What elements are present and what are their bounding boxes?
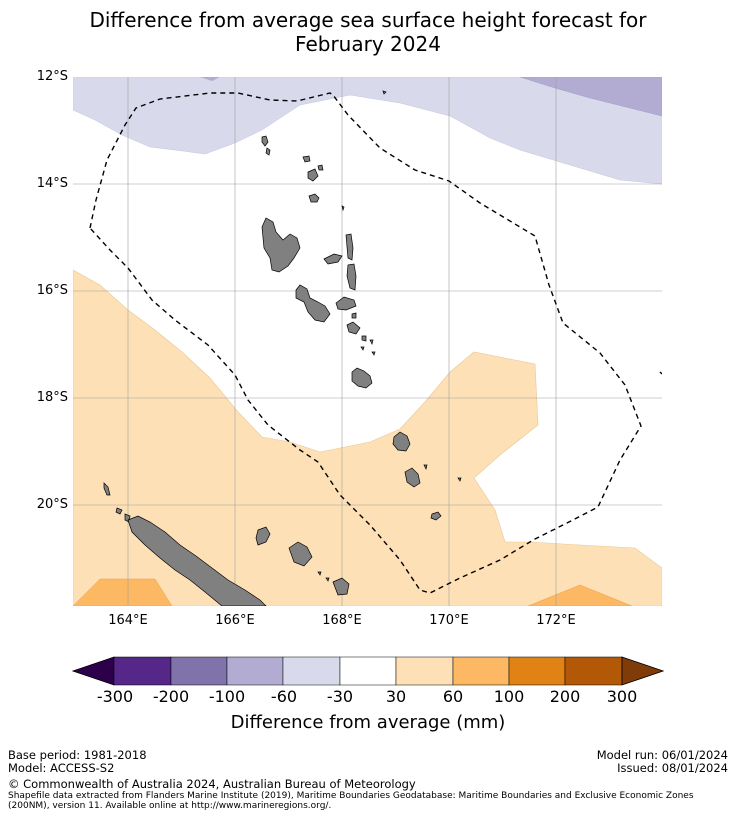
colorbar-tick-label: -30 [326, 687, 354, 706]
island-ambrym [335, 296, 357, 311]
contour-neg-30-60-edge [200, 77, 220, 81]
island-small-5 [423, 464, 428, 471]
colorbar-bin-8 [508, 656, 566, 686]
colorbar-tick-label: -200 [152, 687, 190, 706]
contour-pos-60-100-left [73, 578, 173, 606]
colorbar-bin-7 [452, 656, 510, 686]
island-small-8 [325, 577, 330, 582]
eez-boundary [89, 92, 642, 594]
island-erromango [392, 431, 411, 452]
island-small-1 [341, 205, 345, 212]
colorbar-tick-label: -60 [270, 687, 298, 706]
shapefile-credit-line-1: Shapefile data extracted from Flanders M… [8, 791, 694, 801]
island-mare [332, 577, 350, 596]
eez-boundary-right-edge [659, 371, 662, 375]
sea-level-map [73, 77, 662, 606]
island-banks-2 [307, 168, 319, 182]
title-line-1: Difference from average sea surface heig… [89, 8, 647, 32]
island-efate [351, 367, 373, 389]
colorbar-bin-5 [339, 656, 397, 686]
colorbar-bin-3 [226, 656, 284, 686]
island-belep [103, 482, 111, 496]
island-torres [261, 135, 269, 147]
colorbar-tick-label: 60 [442, 687, 464, 706]
island-malekula [295, 284, 331, 323]
colorbar-tick-label: 300 [606, 687, 638, 706]
island-grande-terre [127, 515, 267, 606]
colorbar-tick-label: -300 [96, 687, 134, 706]
lon-label-170e: 170°E [429, 613, 469, 628]
colorbar-tick-label: 30 [385, 687, 407, 706]
title-line-2: February 2024 [295, 32, 441, 56]
lon-label-164e: 164°E [108, 613, 148, 628]
colorbar-tick-label: 200 [549, 687, 581, 706]
lon-label-166e: 166°E [215, 613, 255, 628]
island-torres-2 [265, 147, 271, 156]
island-banks-1 [302, 155, 311, 163]
lat-label-20s: 20°S [36, 497, 68, 512]
model-run-text: Model run: 06/01/2024 [596, 748, 728, 762]
colorbar [72, 656, 664, 686]
lon-label-172e: 172°E [536, 613, 576, 628]
lat-label-12s: 12°S [36, 69, 68, 84]
colorbar-extend-high [621, 656, 664, 686]
shapefile-credit-line-2: (200NM), version 11. Available online at… [8, 801, 332, 811]
colorbar-tick-label: -100 [208, 687, 246, 706]
island-ouvea [255, 526, 271, 546]
colorbar-bin-9 [564, 656, 623, 686]
island-lifou [288, 541, 313, 567]
island-banks-4 [308, 193, 320, 203]
island-ambae [323, 253, 343, 265]
island-maewo [345, 233, 354, 261]
contour-pos-60-100-right [527, 584, 633, 606]
issued-text: Issued: 08/01/2024 [617, 761, 728, 775]
map-title: Difference from average sea surface heig… [0, 8, 736, 56]
copyright-text: © Commonwealth of Australia 2024, Austra… [8, 777, 416, 791]
lon-label-168e: 168°E [322, 613, 362, 628]
island-small-2 [369, 339, 374, 346]
colorbar-bin-4 [282, 656, 341, 686]
island-small-7 [317, 571, 322, 576]
island-banks-3 [317, 164, 324, 171]
island-nc-north [115, 507, 123, 515]
island-tanna [404, 467, 421, 488]
colorbar-title: Difference from average (mm) [230, 712, 506, 733]
lat-label-16s: 16°S [36, 283, 68, 298]
colorbar-extend-low [72, 656, 115, 686]
colorbar-bin-1 [113, 656, 172, 686]
island-epi [346, 321, 361, 335]
island-small-3 [360, 346, 365, 351]
island-aneityum [430, 511, 442, 521]
contour-pos-30-60 [73, 269, 662, 606]
colorbar-tick-label: 100 [493, 687, 525, 706]
island-small-4 [371, 351, 376, 356]
island-espiritu-santo [261, 217, 301, 273]
contour-neg-60-100 [519, 77, 662, 117]
island-small-top [382, 90, 387, 95]
colorbar-bin-6 [395, 656, 454, 686]
lat-label-14s: 14°S [36, 176, 68, 191]
model-text: Model: ACCESS-S2 [8, 761, 115, 775]
island-pentecost [346, 263, 357, 291]
lat-label-18s: 18°S [36, 390, 68, 405]
island-tongoa [361, 335, 367, 342]
contour-neg-30-60 [73, 77, 662, 185]
landmasses [103, 90, 462, 606]
base-period-text: Base period: 1981-2018 [8, 748, 147, 762]
colorbar-bin-2 [170, 656, 228, 686]
island-paama [351, 312, 357, 319]
island-small-6 [457, 477, 462, 482]
